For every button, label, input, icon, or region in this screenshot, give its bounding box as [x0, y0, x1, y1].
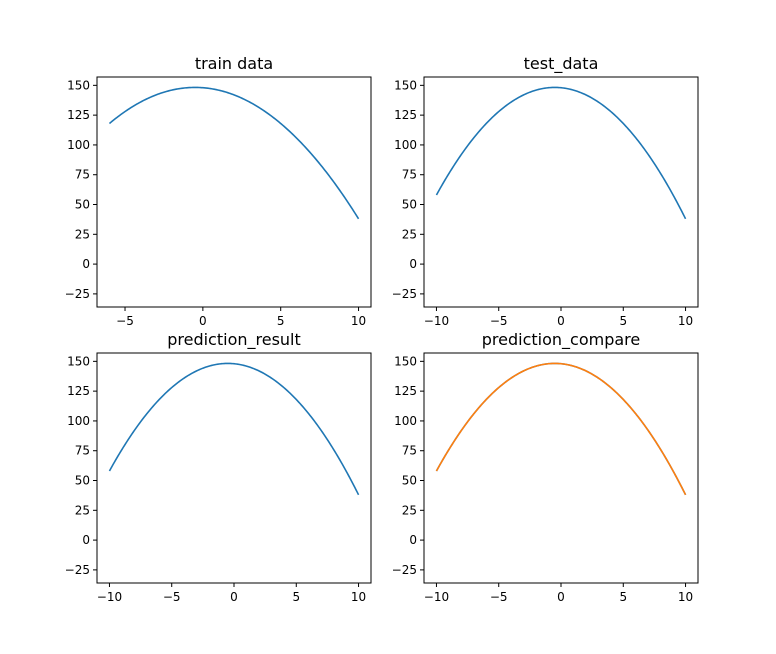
- x-tick-label: −5: [490, 314, 508, 328]
- y-tick-label: 25: [75, 227, 90, 241]
- y-tick-label: 150: [394, 354, 417, 368]
- x-tick-label: −10: [97, 590, 122, 604]
- y-tick-label: 0: [82, 533, 90, 547]
- axes-frame: [423, 352, 699, 584]
- x-tick-label: 0: [557, 590, 565, 604]
- y-tick-label: 50: [402, 198, 417, 212]
- y-tick-label: 100: [394, 138, 417, 152]
- y-tick-label: 100: [67, 138, 90, 152]
- x-tick-label: 10: [678, 590, 693, 604]
- subplot-title: train data: [195, 54, 273, 73]
- subplot-title: prediction_compare: [482, 330, 640, 350]
- y-tick-label: 25: [402, 227, 417, 241]
- x-tick-label: 5: [292, 590, 300, 604]
- y-tick-label: −25: [65, 287, 90, 301]
- series-line-0: [108, 362, 360, 496]
- y-tick-label: 75: [402, 168, 417, 182]
- y-tick-label: 125: [67, 384, 90, 398]
- y-tick-label: 150: [67, 78, 90, 92]
- series-line-1: [435, 362, 687, 496]
- subplot-test-data: −10 −5 0 5 10 −25 0 25 50 75 100 125 150 test_data: [392, 54, 699, 328]
- y-tick-label: 150: [67, 354, 90, 368]
- y-tick-label: 100: [67, 414, 90, 428]
- series-line-0: [108, 86, 360, 220]
- y-tick-label: 75: [402, 444, 417, 458]
- y-tick-label: 50: [75, 198, 90, 212]
- x-tick-label: 5: [277, 314, 285, 328]
- y-tick-label: 125: [394, 384, 417, 398]
- x-tick-label: 0: [230, 590, 238, 604]
- y-tick-label: 0: [409, 533, 417, 547]
- x-tick-label: −10: [424, 590, 449, 604]
- x-tick-label: −5: [116, 314, 134, 328]
- y-tick-label: 50: [402, 474, 417, 488]
- y-tick-label: 50: [75, 474, 90, 488]
- y-tick-label: 25: [402, 503, 417, 517]
- x-tick-label: 10: [351, 590, 366, 604]
- axes-frame: [96, 352, 372, 584]
- y-tick-label: 125: [394, 108, 417, 122]
- y-tick-label: −25: [392, 563, 417, 577]
- y-tick-label: 150: [394, 78, 417, 92]
- x-tick-label: 0: [557, 314, 565, 328]
- x-tick-label: 5: [619, 590, 627, 604]
- x-tick-label: 0: [199, 314, 207, 328]
- x-tick-label: −5: [490, 590, 508, 604]
- y-tick-label: −25: [65, 563, 90, 577]
- x-tick-label: 5: [619, 314, 627, 328]
- axes-frame: [96, 76, 372, 308]
- y-tick-label: 125: [67, 108, 90, 122]
- subplot-prediction-compare: −10 −5 0 5 10 −25 0 25 50 75 100 125 150 prediction_c…: [392, 330, 699, 604]
- x-tick-label: −10: [424, 314, 449, 328]
- subplot-title: prediction_result: [167, 330, 301, 350]
- x-tick-label: 10: [351, 314, 366, 328]
- y-tick-label: 75: [75, 444, 90, 458]
- subplot-prediction-result: −10 −5 0 5 10 −25 0 25 50 75 100 125 150 prediction_r…: [65, 330, 372, 604]
- y-tick-label: 100: [394, 414, 417, 428]
- y-tick-label: 0: [82, 257, 90, 271]
- y-tick-label: 25: [75, 503, 90, 517]
- subplot-title: test_data: [524, 54, 599, 74]
- series-line-0: [435, 86, 687, 220]
- x-tick-label: 10: [678, 314, 693, 328]
- x-tick-label: −5: [163, 590, 181, 604]
- subplot-train-data: −5 0 5 10 −25 0 25 50 75 100 125 150 train data: [65, 54, 372, 328]
- axes-frame: [423, 76, 699, 308]
- y-tick-label: 0: [409, 257, 417, 271]
- y-tick-label: −25: [392, 287, 417, 301]
- y-tick-label: 75: [75, 168, 90, 182]
